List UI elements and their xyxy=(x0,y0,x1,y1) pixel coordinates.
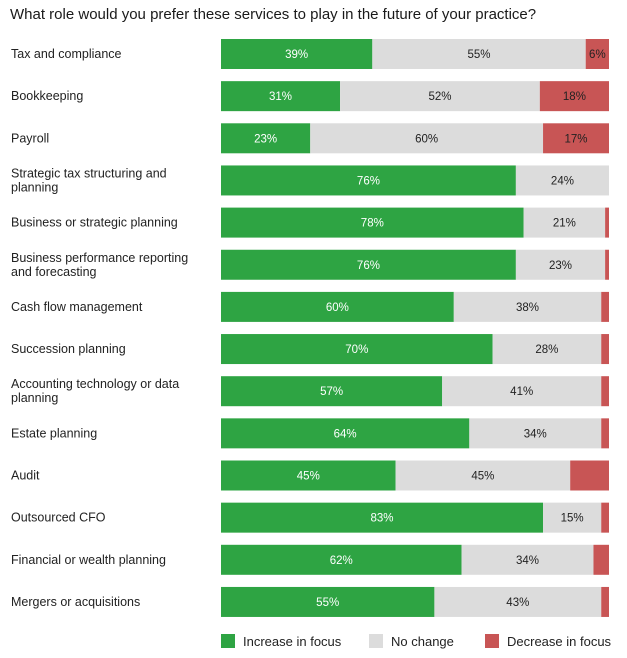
data-label: 45% xyxy=(297,471,320,483)
data-label: 38% xyxy=(516,302,539,314)
data-label: 28% xyxy=(535,344,558,356)
data-label: 6% xyxy=(589,49,606,61)
bar-segment xyxy=(601,502,609,533)
bar-segment xyxy=(601,334,609,365)
legend-swatch xyxy=(485,634,499,648)
bar-segment xyxy=(543,123,609,154)
data-label: 34% xyxy=(516,555,539,567)
chart-title: What role would you prefer these service… xyxy=(10,6,537,23)
legend-swatch xyxy=(369,634,383,648)
bar-segment xyxy=(221,165,516,196)
bar-segment xyxy=(461,544,594,575)
data-label: 45% xyxy=(471,471,494,483)
bar-segment xyxy=(543,502,602,533)
bar-segment xyxy=(601,418,609,449)
data-label: 64% xyxy=(334,428,357,440)
bar-segment xyxy=(221,544,462,575)
data-label: 55% xyxy=(316,597,339,609)
data-label: 43% xyxy=(506,597,529,609)
category-label: Payroll xyxy=(11,131,49,145)
data-label: 60% xyxy=(326,302,349,314)
bar-segment xyxy=(372,39,586,69)
legend-label: Decrease in focus xyxy=(507,634,612,649)
legend-label: Increase in focus xyxy=(243,634,342,649)
bar-segment xyxy=(221,502,544,533)
data-label: 78% xyxy=(361,218,384,230)
bar-segment xyxy=(221,418,470,449)
data-label: 39% xyxy=(285,49,308,61)
category-label: Business performance reporting and foreca… xyxy=(11,251,188,279)
category-label: Accounting technology or data planning xyxy=(11,377,179,405)
data-label: 52% xyxy=(428,91,451,103)
data-label: 24% xyxy=(551,175,574,187)
category-label: Bookkeeping xyxy=(11,89,83,103)
bar-segment xyxy=(434,586,602,617)
bar-segment xyxy=(593,544,609,575)
bar-segment xyxy=(221,39,373,69)
bar-segment xyxy=(310,123,544,154)
category-label: Estate planning xyxy=(11,426,97,440)
data-label: 55% xyxy=(468,49,491,61)
bar-segment xyxy=(492,334,602,365)
data-label: 23% xyxy=(254,133,277,145)
data-label: 57% xyxy=(320,386,343,398)
bar-segment xyxy=(221,81,341,112)
category-label: Mergers or acquisitions xyxy=(11,595,140,609)
data-label: 18% xyxy=(563,91,586,103)
bar-segment xyxy=(221,123,311,154)
data-label: 62% xyxy=(330,555,353,567)
bar-segment xyxy=(601,291,609,322)
bar-segment xyxy=(221,291,454,322)
bar-segment xyxy=(442,376,602,407)
data-label: 83% xyxy=(371,513,394,525)
bar-segment xyxy=(570,460,609,491)
data-label: 21% xyxy=(553,218,576,230)
bar-segment xyxy=(221,249,516,280)
category-label: Audit xyxy=(11,469,40,483)
legend-label: No change xyxy=(391,634,454,649)
bar-segment xyxy=(605,207,609,238)
bar-segment xyxy=(469,418,602,449)
data-label: 76% xyxy=(357,175,380,187)
bar-segment xyxy=(601,376,609,407)
bar-segment xyxy=(523,207,606,238)
data-label: 34% xyxy=(524,428,547,440)
bar-segment xyxy=(601,586,609,617)
data-label: 76% xyxy=(357,260,380,272)
bar-segment xyxy=(515,249,606,280)
bar-segment xyxy=(221,460,396,491)
bar-segment xyxy=(221,207,524,238)
bar-segment xyxy=(221,586,435,617)
data-label: 15% xyxy=(561,513,584,525)
category-label: Tax and compliance xyxy=(11,47,122,61)
data-label: 70% xyxy=(345,344,368,356)
bar-segment xyxy=(585,39,609,69)
data-label: 23% xyxy=(549,260,572,272)
category-label: Financial or wealth planning xyxy=(11,553,166,567)
data-label: 17% xyxy=(565,133,588,145)
bar-segment xyxy=(539,81,609,112)
bar-segment xyxy=(515,165,609,196)
category-label: Strategic tax structuring and planning xyxy=(11,166,167,194)
category-label: Business or strategic planning xyxy=(11,216,178,230)
bar-segment xyxy=(221,376,443,407)
data-label: 60% xyxy=(415,133,438,145)
bar-segment xyxy=(340,81,540,112)
category-label: Succession planning xyxy=(11,342,126,356)
bar-segment xyxy=(395,460,571,491)
category-label: Outsourced CFO xyxy=(11,511,106,525)
bar-segment xyxy=(221,334,493,365)
bar-segment xyxy=(453,291,602,322)
data-label: 41% xyxy=(510,386,533,398)
data-label: 31% xyxy=(269,91,292,103)
category-label: Cash flow management xyxy=(11,300,143,314)
legend-swatch xyxy=(221,634,235,648)
bar-segment xyxy=(605,249,609,280)
